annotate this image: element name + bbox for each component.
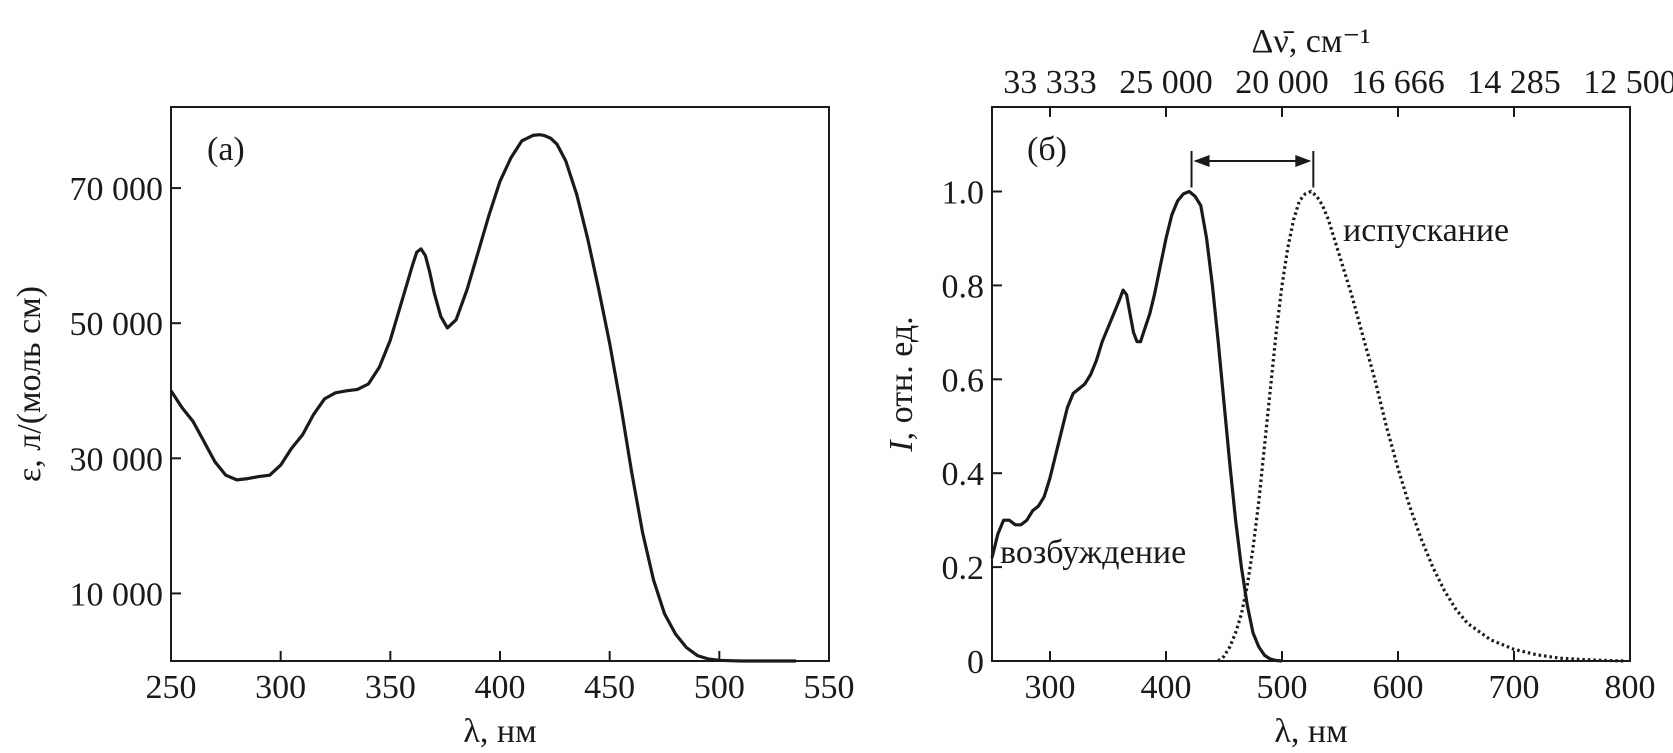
panel-a: (а) λ, нм ε, л/(моль см) 250 300 350 400 450… [11, 106, 855, 750]
x-tick-label: 300 [1025, 669, 1076, 706]
panel-a-frame [170, 106, 830, 662]
x-tick-label: 400 [475, 669, 526, 706]
x-tick-label: 250 [146, 669, 197, 706]
excitation-label: возбуждение [1000, 534, 1186, 571]
y-tick-label: 10 000 [70, 576, 164, 613]
x-tick-label: 550 [804, 669, 855, 706]
panel-b-y-axis-label-italic: I [883, 439, 920, 453]
panel-a-label: (а) [207, 131, 245, 168]
y-tick-label: 50 000 [70, 306, 164, 343]
y-tick-label: 0.8 [942, 268, 985, 305]
x-tick-label: 600 [1373, 669, 1424, 706]
y-tick-label: 1.0 [942, 175, 985, 212]
x-tick-label: 300 [255, 669, 306, 706]
panel-b-y-axis-label: I, отн. ед. [883, 316, 920, 452]
panel-a-x-ticks: 250 300 350 400 450 500 550 [146, 651, 855, 706]
y-tick-label: 30 000 [70, 441, 164, 478]
top-tick-label: 14 285 [1467, 64, 1561, 101]
series-line-emission [1217, 189, 1625, 663]
panel-a-series [169, 133, 797, 663]
series-line-absorption [169, 133, 797, 663]
panel-b: (б) λ, нм I, отн. ед. Δν̄, см⁻¹ 300 400 50… [883, 23, 1673, 750]
top-tick-label: 12 500 [1583, 64, 1673, 101]
stokes-arrowhead-left [1193, 155, 1210, 167]
panel-b-y-ticks: 0 0.2 0.4 0.6 0.8 1.0 [942, 175, 1002, 681]
y-tick-label: 0.4 [942, 456, 985, 493]
top-tick-label: 25 000 [1119, 64, 1213, 101]
emission-label: испускание [1343, 212, 1509, 249]
top-tick-label: 16 666 [1351, 64, 1445, 101]
x-tick-label: 450 [584, 669, 635, 706]
y-tick-label: 0.6 [942, 362, 985, 399]
y-tick-label: 0 [967, 644, 984, 681]
x-tick-label: 800 [1605, 669, 1656, 706]
series-line-excitation [990, 189, 1283, 663]
panel-b-y-axis-label-rest: , отн. ед. [883, 316, 920, 440]
panel-a-x-axis-label: λ, нм [463, 713, 536, 750]
panel-a-y-ticks: 10 000 30 000 50 000 70 000 [70, 171, 181, 613]
stokes-arrowhead-right [1295, 155, 1312, 167]
y-tick-label: 0.2 [942, 550, 985, 587]
panel-b-top-axis-label: Δν̄, см⁻¹ [1252, 23, 1371, 60]
panel-b-annotations [1190, 151, 1315, 188]
panel-b-series [990, 189, 1625, 663]
panel-b-x-ticks: 300 400 500 600 700 800 [1025, 651, 1656, 706]
panel-a-y-axis-label: ε, л/(моль см) [11, 286, 48, 482]
top-tick-label: 33 333 [1003, 64, 1097, 101]
x-tick-label: 500 [694, 669, 745, 706]
panel-b-frame [991, 106, 1631, 662]
y-tick-label: 70 000 [70, 171, 164, 208]
x-tick-label: 400 [1141, 669, 1192, 706]
panel-b-label: (б) [1027, 131, 1067, 168]
panel-b-top-ticks: 33 333 25 000 20 000 16 666 14 285 12 500 [1003, 64, 1673, 117]
x-tick-label: 700 [1489, 669, 1540, 706]
x-tick-label: 500 [1257, 669, 1308, 706]
top-tick-label: 20 000 [1235, 64, 1329, 101]
x-tick-label: 350 [365, 669, 416, 706]
panel-b-x-axis-label: λ, нм [1274, 713, 1347, 750]
